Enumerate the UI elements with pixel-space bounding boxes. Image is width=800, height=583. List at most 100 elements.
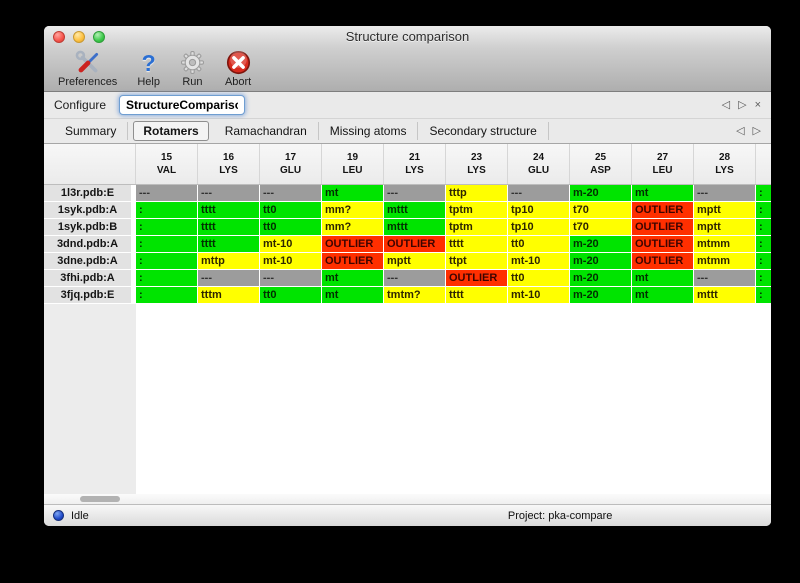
rotamer-cell[interactable]: tt0 [260,287,321,303]
rotamer-cell[interactable]: --- [694,270,755,286]
rotamer-cell[interactable]: mttt [384,219,445,235]
rotamer-cell[interactable]: mtmm [694,253,755,269]
column-header[interactable]: 21 LYS [384,144,446,184]
rotamer-cell[interactable]: mt [632,185,693,201]
prev-configure-button[interactable]: ◁ [721,98,731,111]
rotamer-cell[interactable]: --- [508,185,569,201]
column-header[interactable]: 28 LYS [694,144,756,184]
rotamer-cell[interactable]: : [136,287,197,303]
rotamer-cell[interactable]: mm? [322,219,383,235]
rotamer-cell[interactable]: --- [694,185,755,201]
rotamer-cell[interactable]: t70 [570,202,631,218]
help-button[interactable]: ? Help [137,49,160,89]
rotamer-cell[interactable]: m-20 [570,253,631,269]
row-label[interactable]: 3dne.pdb:A [44,253,131,269]
overflow-cell[interactable]: : [756,202,771,218]
rotamer-cell[interactable]: mtmm [694,236,755,252]
rotamer-cell[interactable]: : [136,219,197,235]
overflow-cell[interactable]: : [756,236,771,252]
minimize-window-button[interactable] [73,31,85,43]
row-label[interactable]: 3fhi.pdb:A [44,270,131,286]
rotamer-cell[interactable]: --- [260,270,321,286]
tab-secondary-structure[interactable]: Secondary structure [418,122,549,140]
rotamer-cell[interactable]: --- [384,270,445,286]
rotamer-cell[interactable]: mttt [694,287,755,303]
rotamer-cell[interactable]: --- [384,185,445,201]
row-label[interactable]: 1syk.pdb:A [44,202,131,218]
column-header[interactable]: 19 LEU [322,144,384,184]
rotamer-cell[interactable]: tt0 [260,202,321,218]
column-header[interactable]: 16 LYS [198,144,260,184]
column-header[interactable]: 27 LEU [632,144,694,184]
rotamer-cell[interactable]: : [136,236,197,252]
rotamer-cell[interactable]: : [136,202,197,218]
configure-name-input[interactable] [119,95,246,115]
overflow-cell[interactable]: : [756,287,771,303]
tab-summary[interactable]: Summary [54,122,129,140]
rotamer-cell[interactable]: mptt [694,202,755,218]
rotamer-cell[interactable]: OUTLIER [632,202,693,218]
rotamer-cell[interactable]: mt [632,287,693,303]
horizontal-scrollbar[interactable] [44,494,771,504]
rotamer-cell[interactable]: OUTLIER [322,253,383,269]
column-header[interactable]: 17 GLU [260,144,322,184]
rotamer-cell[interactable]: tp10 [508,219,569,235]
rotamer-cell[interactable]: m-20 [570,287,631,303]
row-label[interactable]: 3fjq.pdb:E [44,287,131,303]
zoom-window-button[interactable] [93,31,105,43]
rotamer-cell[interactable]: --- [198,270,259,286]
rotamer-cell[interactable]: : [136,253,197,269]
rotamer-cell[interactable]: OUTLIER [322,236,383,252]
column-header[interactable]: 15 VAL [136,144,198,184]
close-window-button[interactable] [53,31,65,43]
overflow-cell[interactable]: : [756,270,771,286]
rotamer-cell[interactable]: tttm [198,287,259,303]
rotamer-cell[interactable]: tt0 [260,219,321,235]
rotamer-cell[interactable]: tptm [446,219,507,235]
column-header[interactable]: 25 ASP [570,144,632,184]
rotamer-cell[interactable]: OUTLIER [446,270,507,286]
horizontal-scrollbar-thumb[interactable] [80,496,120,502]
rotamer-cell[interactable]: mt [322,270,383,286]
rotamer-cell[interactable]: mttt [384,202,445,218]
overflow-cell[interactable]: : [756,185,771,201]
rotamer-cell[interactable]: m-20 [570,270,631,286]
rotamer-cell[interactable]: mt [322,185,383,201]
rotamer-cell[interactable]: mttp [198,253,259,269]
rotamer-cell[interactable]: : [136,270,197,286]
row-label[interactable]: 1syk.pdb:B [44,219,131,235]
rotamer-cell[interactable]: OUTLIER [632,236,693,252]
row-label[interactable]: 3dnd.pdb:A [44,236,131,252]
rotamer-cell[interactable]: m-20 [570,185,631,201]
rotamer-cell[interactable]: --- [136,185,197,201]
abort-button[interactable]: Abort [225,49,251,88]
run-button[interactable]: Run [180,49,205,88]
rotamer-cell[interactable]: mptt [694,219,755,235]
rotamer-cell[interactable]: OUTLIER [384,236,445,252]
row-label[interactable]: 1l3r.pdb:E [44,185,131,201]
rotamer-cell[interactable]: mt [632,270,693,286]
column-header[interactable]: 24 GLU [508,144,570,184]
rotamer-cell[interactable]: mt-10 [508,253,569,269]
rotamer-cell[interactable]: OUTLIER [632,253,693,269]
rotamer-cell[interactable]: m-20 [570,236,631,252]
rotamer-cell[interactable]: tttp [446,185,507,201]
tab-missing-atoms[interactable]: Missing atoms [319,122,419,140]
close-configure-button[interactable]: × [754,98,761,111]
next-tab-button[interactable]: ▷ [752,124,761,137]
tab-ramachandran[interactable]: Ramachandran [214,122,319,140]
rotamer-cell[interactable]: tt0 [508,236,569,252]
rotamer-cell[interactable]: ttpt [446,253,507,269]
overflow-cell[interactable]: : [756,219,771,235]
rotamer-cell[interactable]: mptt [384,253,445,269]
rotamer-cell[interactable]: mt-10 [260,253,321,269]
rotamer-cell[interactable]: tttt [198,236,259,252]
rotamer-cell[interactable]: tt0 [508,270,569,286]
rotamer-cell[interactable]: tttt [198,202,259,218]
rotamer-cell[interactable]: mt-10 [508,287,569,303]
rotamer-cell[interactable]: tttt [446,287,507,303]
overflow-cell[interactable]: : [756,253,771,269]
rotamer-cell[interactable]: OUTLIER [632,219,693,235]
rotamer-cell[interactable]: --- [260,185,321,201]
column-header[interactable]: 23 LYS [446,144,508,184]
